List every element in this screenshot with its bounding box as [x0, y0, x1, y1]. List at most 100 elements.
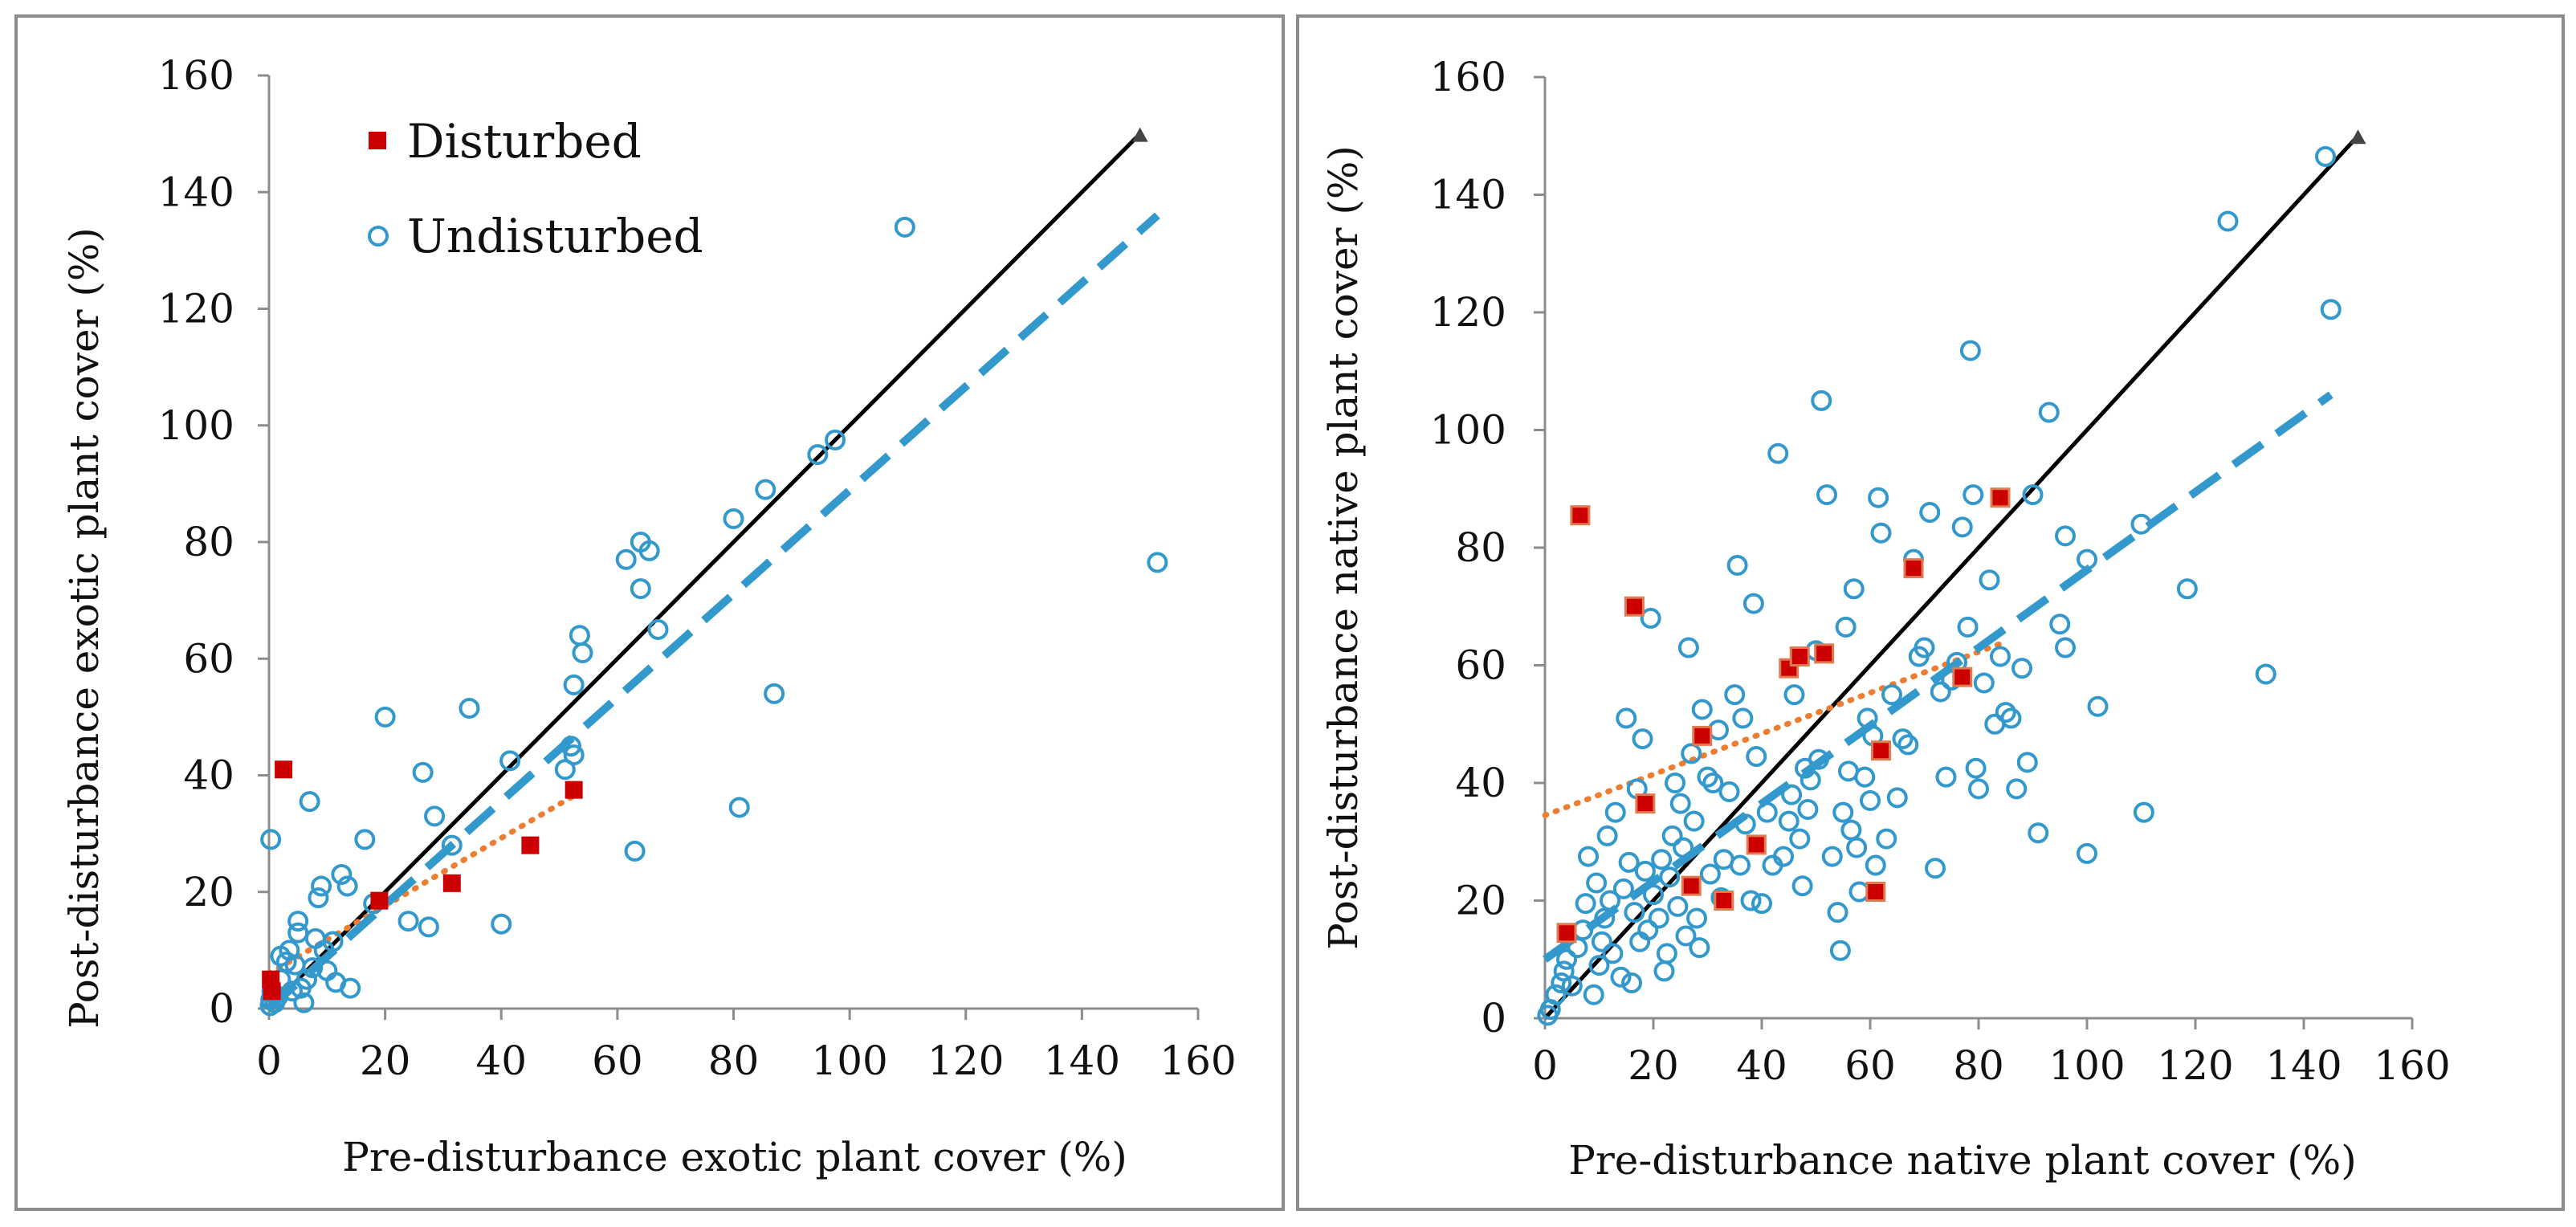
disturbed-point [1952, 666, 1973, 687]
undisturbed-point [1583, 984, 1604, 1005]
undisturbed-point [424, 805, 446, 827]
undisturbed-point [1612, 878, 1634, 899]
undisturbed-point [2130, 513, 2152, 535]
undisturbed-point [1751, 893, 1772, 915]
undisturbed-point [1591, 931, 1612, 952]
undisturbed-point [1979, 569, 2000, 591]
x-tick-label: 80 [708, 1037, 760, 1084]
disturbed-point [1681, 875, 1702, 896]
tick-labels-native: 0 20 40 60 80 100 120 140 160 0 20 40 60 80 100 120 140 1… [1430, 54, 2451, 1089]
undisturbed-point [2038, 402, 2060, 423]
chart-panel-native: 0 20 40 60 80 100 120 140 160 0 20 40 60 80 100 120 140 1… [1296, 14, 2565, 1211]
x-tick-label: 140 [1044, 1037, 1120, 1084]
undisturbed-point [1656, 943, 1677, 964]
undisturbed-point [1551, 972, 1572, 994]
undisturbed-point [1773, 846, 1794, 867]
undisturbed-point [1816, 484, 1837, 506]
x-tick-label: 0 [1532, 1042, 1558, 1089]
undisturbed-point [302, 957, 324, 979]
undisturbed-point [1686, 907, 1707, 929]
y-tick-label: 0 [1481, 995, 1506, 1042]
undisturbed-point [1681, 743, 1702, 764]
disturbed-point [1635, 793, 1656, 814]
undisturbed-point [1740, 890, 1762, 911]
undisturbed-point [723, 508, 744, 529]
undisturbed-point [563, 674, 585, 695]
undisturbed-point [1634, 860, 1656, 882]
undisturbed-point [1730, 854, 1751, 876]
undisturbed-point [1973, 672, 1995, 694]
undisturbed-point [2011, 658, 2032, 679]
undisturbed-point [728, 797, 750, 818]
disturbed-point [1624, 596, 1645, 617]
legend-undisturbed-label: Undisturbed [407, 209, 703, 263]
undisturbed-point [1808, 748, 1829, 770]
undisturbed-point [638, 540, 660, 561]
disturbed-point [1865, 882, 1886, 903]
x-tick-label: 80 [1953, 1042, 2004, 1089]
undisturbed-point [499, 750, 521, 772]
y-tick-label: 40 [1455, 760, 1506, 806]
undisturbed-point [894, 216, 915, 238]
disturbed-point [1903, 558, 1924, 579]
legend: Disturbed Undisturbed [368, 114, 703, 263]
undisturbed-point [1643, 884, 1664, 906]
undisturbed-point [2028, 822, 2049, 844]
undisturbed-point [1637, 919, 1659, 941]
undisturbed-point [1990, 646, 2011, 667]
y-tick-label: 140 [1430, 172, 1506, 218]
undisturbed-point [418, 916, 439, 938]
undisturbed-point [1827, 902, 1848, 923]
undisturbed-point [1677, 637, 1699, 658]
undisturbed-point [1965, 757, 1987, 779]
undisturbed-point [1835, 616, 1857, 638]
undisturbed-point [1886, 787, 1908, 809]
undisturbed-point [1892, 728, 1914, 750]
undisturbed-point [1840, 819, 1862, 841]
x-tick-label: 140 [2265, 1042, 2342, 1089]
undisturbed-point [1718, 781, 1740, 802]
y-tick-label: 140 [158, 169, 234, 215]
disturbed-point [370, 891, 389, 910]
undisturbed-point [1683, 810, 1705, 832]
native-cover-scatter: 0 20 40 60 80 100 120 140 160 0 20 40 60 80 100 120 140 1… [1320, 54, 2451, 1184]
undisturbed-point [630, 578, 651, 600]
undisturbed-trend-line [266, 212, 1160, 1012]
disturbed-point [1990, 487, 2011, 508]
undisturbed-point [311, 875, 332, 897]
y-tick-label: 100 [1430, 407, 1506, 454]
x-tick-label: 120 [927, 1037, 1004, 1084]
undisturbed-point [1848, 881, 1870, 903]
undisturbed-point [281, 980, 303, 1002]
undisturbed-point [1829, 940, 1851, 961]
undisturbed-point [1767, 442, 1789, 464]
tick-labels-exotic: 0 20 40 60 80 100 120 140 160 0 20 40 60 80 100 120 140 1… [158, 52, 1237, 1084]
undisturbed-point [2176, 578, 2198, 600]
x-tick-label: 40 [1736, 1042, 1787, 1089]
undisturbed-point [1846, 837, 1868, 858]
undisturbed-point [1726, 554, 1748, 576]
undisturbed-trend-line [1543, 391, 2333, 963]
undisturbed-point [1669, 793, 1691, 814]
undisturbed-point [1724, 684, 1746, 706]
undisturbed-point [1602, 943, 1624, 964]
undisturbed-point [1708, 719, 1729, 741]
undisturbed-point [340, 977, 361, 999]
undisturbed-point [1811, 389, 1832, 411]
y-tick-label: 160 [1430, 54, 1506, 100]
undisturbed-point [1648, 907, 1669, 929]
y-tick-label: 20 [1455, 878, 1506, 924]
undisturbed-point [1545, 984, 1567, 1005]
undisturbed-point [1697, 766, 1718, 788]
undisturbed-point [491, 913, 512, 935]
undisturbed-point [2255, 663, 2276, 685]
x-tick-label: 20 [1628, 1042, 1679, 1089]
undisturbed-point [1778, 810, 1800, 832]
undisturbed-point [331, 863, 353, 885]
undisturbed-point [1868, 487, 1889, 508]
y-tick-label: 120 [158, 286, 234, 332]
disturbed-point [1746, 834, 1767, 855]
undisturbed-point [1621, 972, 1642, 994]
disturbed-points-exotic [262, 760, 583, 1001]
undisturbed-point [1600, 890, 1620, 911]
